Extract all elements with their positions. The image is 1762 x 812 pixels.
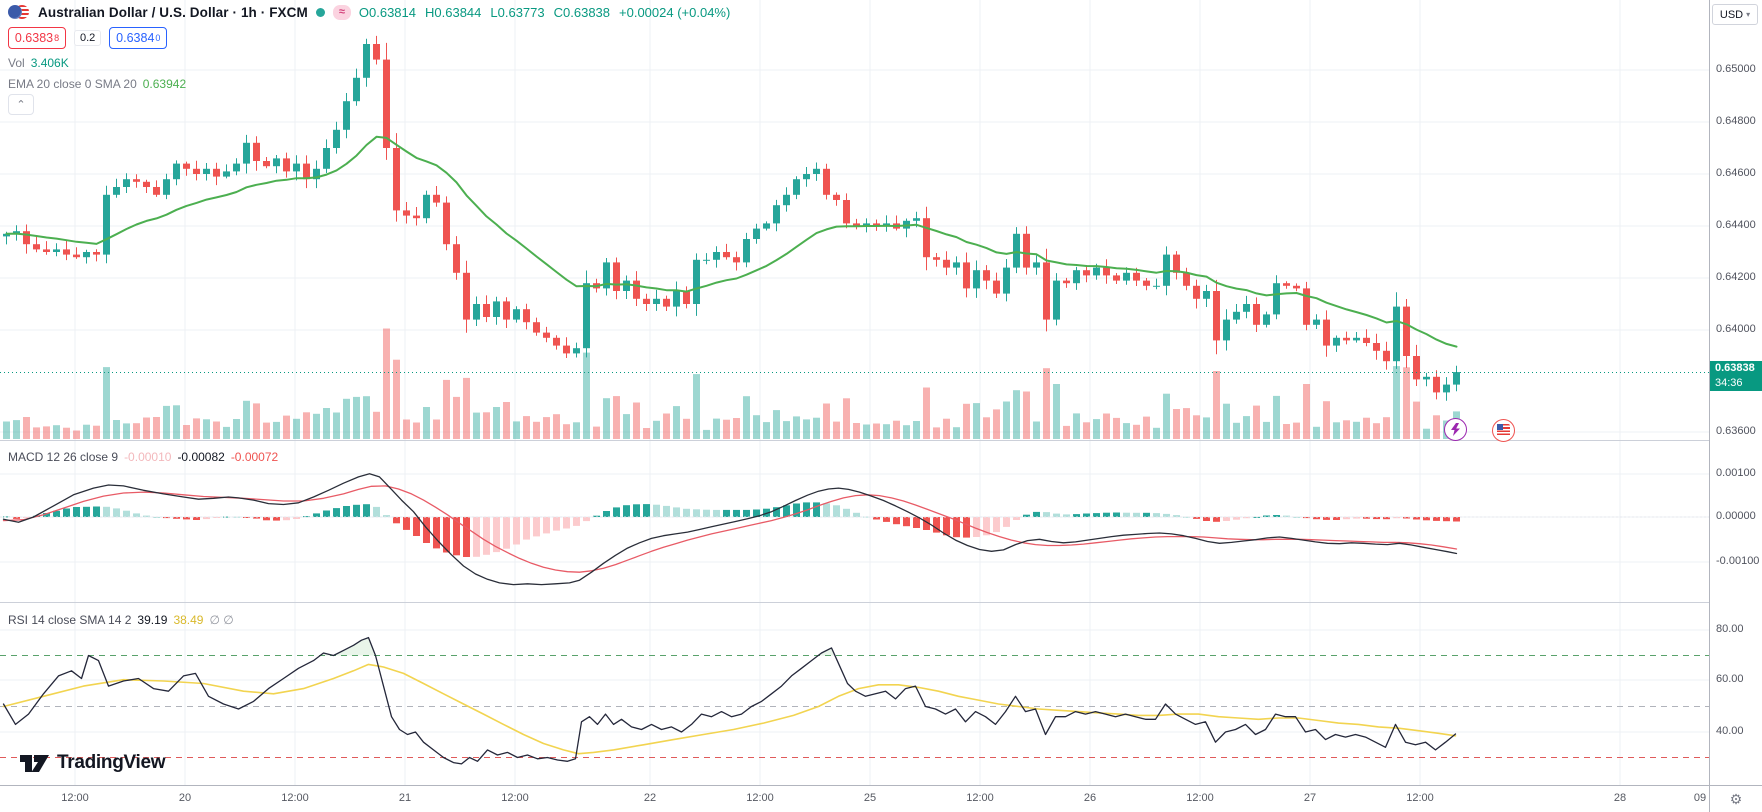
price-axis-label: 0.64400 <box>1716 219 1756 231</box>
time-axis-label: 12:00 <box>746 792 774 804</box>
time-axis-label: 12:00 <box>501 792 529 804</box>
order-panel: 0.6383 8 0.2 0.6384 0 <box>8 27 168 49</box>
tradingview-wordmark: TradingView <box>57 752 166 773</box>
tradingview-logo[interactable]: TradingView <box>20 752 166 774</box>
macd-signal-value: -0.00072 <box>230 450 279 464</box>
volume-legend[interactable]: Vol 3.406K <box>8 56 69 70</box>
price-axis-label: 0.64000 <box>1716 323 1756 335</box>
time-axis-label: 12:00 <box>1406 792 1434 804</box>
currency-label: USD <box>1719 8 1744 21</box>
instant-order-lightning-icon[interactable] <box>1444 418 1467 441</box>
last-price-tag: 0.63838 34:36 <box>1710 361 1762 391</box>
rsi-legend[interactable]: RSI 14 close SMA 14 2 39.19 38.49 ∅ ∅ <box>8 613 234 627</box>
rsi-sma-value: 38.49 <box>173 613 204 627</box>
sell-button[interactable]: 0.6383 8 <box>8 27 66 49</box>
time-axis-label: 21 <box>398 792 412 804</box>
ema-value: 0.63942 <box>142 77 187 91</box>
symbol-title[interactable]: Australian Dollar / U.S. Dollar · 1h · F… <box>38 4 308 20</box>
ema-label: EMA 20 close 0 SMA 20 <box>8 77 137 91</box>
macd-hist-value: -0.00010 <box>124 450 172 464</box>
price-axis-label: 0.64600 <box>1716 167 1756 179</box>
rsi-label: RSI 14 close SMA 14 2 <box>8 613 132 627</box>
price-axis-label: 0.00000 <box>1716 510 1756 522</box>
spread-value: 0.2 <box>74 30 102 46</box>
symbol-header: Australian Dollar / U.S. Dollar · 1h · F… <box>8 4 730 20</box>
buy-price: 0.6384 <box>116 31 155 45</box>
market-open-dot-icon[interactable] <box>315 7 325 17</box>
sell-pip: 8 <box>54 33 60 43</box>
price-axis-label: 0.63600 <box>1716 425 1756 437</box>
price-axis-label: 0.64800 <box>1716 115 1756 127</box>
symbol-pair-flags-icon <box>8 4 30 20</box>
time-axis-label: 26 <box>1083 792 1097 804</box>
rsi-value: 39.19 <box>137 613 168 627</box>
open-value: O0.63814 <box>358 4 416 20</box>
close-value: C0.63838 <box>553 4 611 20</box>
currency-selector[interactable]: USD ▾ <box>1712 4 1758 25</box>
price-axis-label: 80.00 <box>1716 623 1744 635</box>
economic-event-flag-icon[interactable] <box>1492 419 1515 442</box>
sell-price: 0.6383 <box>14 31 54 45</box>
macd-label: MACD 12 26 close 9 <box>8 450 119 464</box>
price-axis-label: -0.00100 <box>1716 555 1760 567</box>
macd-line-value: -0.00082 <box>177 450 225 464</box>
time-axis-label: 25 <box>863 792 877 804</box>
collapse-legend-button[interactable]: ⌃ <box>8 94 34 115</box>
volume-label: Vol <box>8 56 25 70</box>
tradingview-glyph-icon <box>20 755 49 772</box>
time-axis[interactable]: 12:00 20 12:00 21 12:00 22 12:00 25 12:00 26 12:00… <box>0 786 1709 812</box>
ohlc-values: O0.63814 H0.63844 L0.63773 C0.63838 +0.0… <box>359 5 730 20</box>
buy-button[interactable]: 0.6384 0 <box>109 27 168 49</box>
time-axis-label: 28 <box>1613 792 1627 804</box>
gear-icon: ⚙ <box>1729 790 1743 807</box>
buy-pip: 0 <box>155 33 161 43</box>
price-axis-label: 0.64200 <box>1716 271 1756 283</box>
us-flag-glyph <box>1497 424 1510 437</box>
last-price-value: 0.63838 <box>1715 362 1755 374</box>
price-axis-label: 0.00100 <box>1716 467 1756 479</box>
volume-value: 3.406K <box>30 56 69 70</box>
price-axis[interactable]: 0.65000 0.64800 0.64600 0.64400 0.64200 0.640… <box>1710 0 1762 785</box>
macd-legend[interactable]: MACD 12 26 close 9 -0.00010 -0.00082 -0.… <box>8 450 278 464</box>
time-axis-label: 12:00 <box>281 792 309 804</box>
change-value: +0.00024 (+0.04%) <box>619 4 731 20</box>
time-axis-label: 22 <box>643 792 657 804</box>
price-axis-label: 60.00 <box>1716 673 1744 685</box>
ema-legend[interactable]: EMA 20 close 0 SMA 20 0.63942 <box>8 77 186 91</box>
time-axis-label: 20 <box>178 792 192 804</box>
time-axis-label: 27 <box>1303 792 1317 804</box>
high-value: H0.63844 <box>425 4 482 20</box>
price-axis-label: 40.00 <box>1716 725 1744 737</box>
bar-countdown: 34:36 <box>1715 377 1743 389</box>
time-axis-label: 12:00 <box>1186 792 1214 804</box>
axis-settings-corner[interactable]: ⚙ <box>1710 786 1762 812</box>
chevron-down-icon: ▾ <box>1746 10 1751 19</box>
low-value: L0.63773 <box>490 4 545 20</box>
price-axis-label: 0.65000 <box>1716 63 1756 75</box>
time-axis-label: 09 <box>1693 792 1707 804</box>
rsi-bands-values: ∅ ∅ <box>209 613 234 627</box>
time-axis-label: 12:00 <box>61 792 89 804</box>
time-axis-label: 12:00 <box>966 792 994 804</box>
delayed-data-icon[interactable]: ≈ <box>332 4 351 20</box>
lightning-bolt-glyph <box>1451 423 1460 436</box>
